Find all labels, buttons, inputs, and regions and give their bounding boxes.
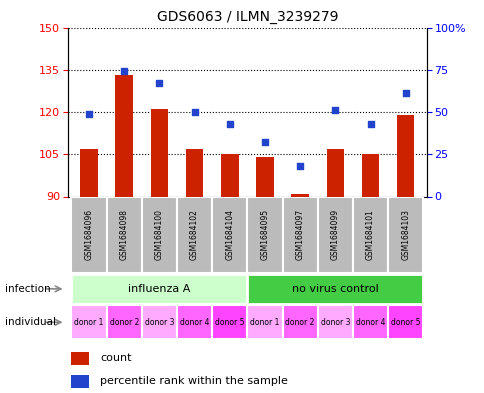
Text: donor 1: donor 1 [74, 318, 104, 327]
Text: GSM1684103: GSM1684103 [400, 209, 409, 260]
Text: GSM1684102: GSM1684102 [190, 209, 198, 260]
Bar [282, 196, 317, 273]
Point [296, 163, 303, 169]
Bar [317, 196, 352, 273]
Point [331, 107, 338, 114]
Bar [71, 274, 247, 304]
Point [190, 109, 198, 115]
Text: infection: infection [5, 284, 50, 294]
Bar [326, 149, 344, 196]
Text: GSM1684095: GSM1684095 [260, 209, 269, 261]
Bar [106, 305, 141, 339]
Bar [282, 305, 317, 339]
Bar [291, 194, 308, 196]
Text: donor 5: donor 5 [214, 318, 244, 327]
Text: donor 1: donor 1 [250, 318, 279, 327]
Bar [71, 352, 89, 365]
Bar [80, 149, 98, 196]
Bar [221, 154, 238, 196]
Text: GSM1684098: GSM1684098 [120, 209, 128, 260]
Point [226, 121, 233, 127]
Bar [177, 305, 212, 339]
Point [366, 121, 374, 127]
Text: donor 5: donor 5 [390, 318, 420, 327]
Text: GSM1684101: GSM1684101 [365, 209, 374, 260]
Text: donor 2: donor 2 [109, 318, 138, 327]
Bar [361, 154, 378, 196]
Bar [177, 196, 212, 273]
Text: count: count [100, 353, 132, 363]
Bar [247, 305, 282, 339]
Point [85, 110, 93, 117]
Bar [212, 305, 247, 339]
Text: influenza A: influenza A [128, 284, 190, 294]
Text: donor 2: donor 2 [285, 318, 314, 327]
Point [260, 139, 268, 145]
Bar [185, 149, 203, 196]
Point [120, 68, 128, 75]
Bar [71, 196, 106, 273]
Title: GDS6063 / ILMN_3239279: GDS6063 / ILMN_3239279 [156, 10, 337, 24]
Text: donor 3: donor 3 [320, 318, 349, 327]
Text: no virus control: no virus control [291, 284, 378, 294]
Bar [247, 196, 282, 273]
Point [155, 80, 163, 86]
Text: GSM1684096: GSM1684096 [84, 209, 93, 261]
Text: donor 4: donor 4 [180, 318, 209, 327]
Bar [150, 109, 168, 196]
Text: GSM1684104: GSM1684104 [225, 209, 234, 260]
Bar [247, 274, 423, 304]
Bar [352, 196, 387, 273]
Bar [387, 305, 423, 339]
Bar [115, 75, 133, 196]
Text: GSM1684097: GSM1684097 [295, 209, 304, 261]
Point [401, 90, 408, 97]
Text: GSM1684100: GSM1684100 [154, 209, 164, 260]
Bar [141, 305, 177, 339]
Text: percentile rank within the sample: percentile rank within the sample [100, 376, 287, 386]
Bar [256, 157, 273, 196]
Bar [71, 375, 89, 388]
Bar [396, 115, 414, 196]
Bar [141, 196, 177, 273]
Bar [387, 196, 423, 273]
Text: donor 3: donor 3 [144, 318, 174, 327]
Bar [317, 305, 352, 339]
Text: donor 4: donor 4 [355, 318, 384, 327]
Text: GSM1684099: GSM1684099 [330, 209, 339, 261]
Bar [71, 305, 106, 339]
Bar [212, 196, 247, 273]
Text: individual: individual [5, 317, 56, 327]
Bar [352, 305, 387, 339]
Bar [106, 196, 141, 273]
